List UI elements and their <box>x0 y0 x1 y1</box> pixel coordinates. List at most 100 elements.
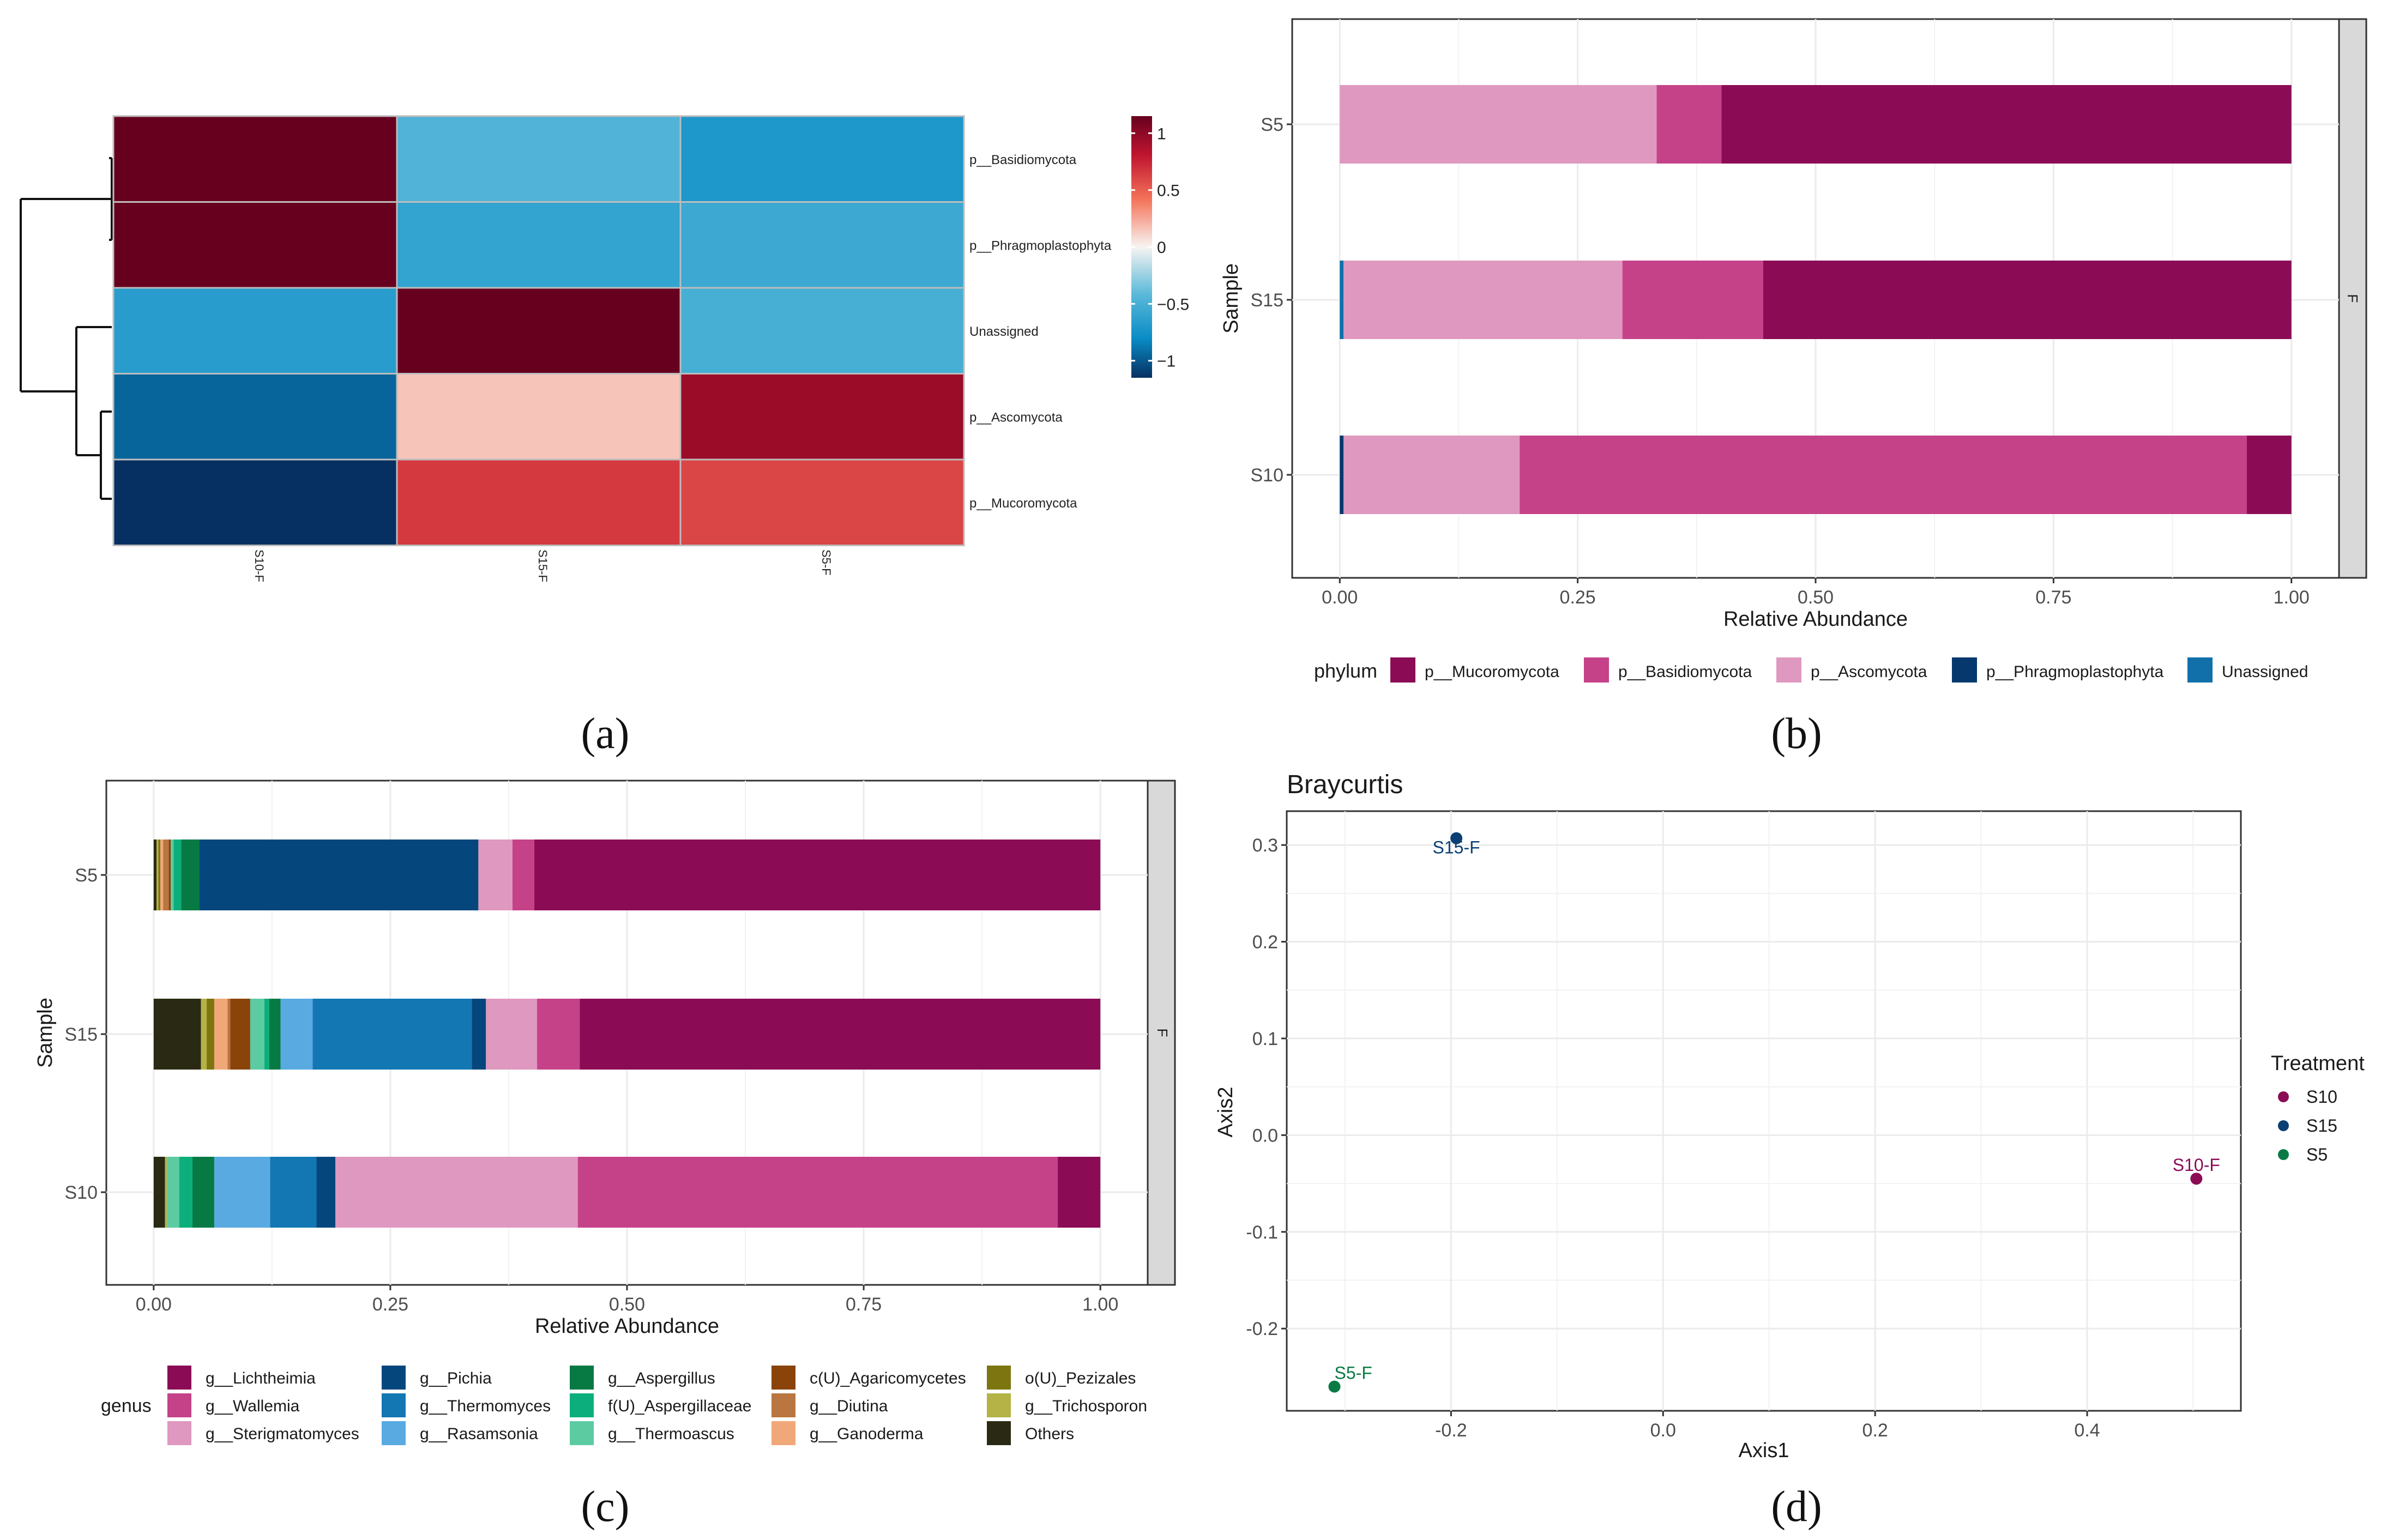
panel-label-c: (c) <box>581 1483 630 1531</box>
y-axis-title: Sample <box>1220 263 1243 334</box>
panel-label-a: (a) <box>581 710 630 758</box>
heatmap-row-label: p__Ascomycota <box>969 410 1063 425</box>
bar-segment <box>1340 85 1657 164</box>
y-tick-label: S15 <box>65 1024 98 1045</box>
heatmap-cell <box>396 373 682 461</box>
legend-key <box>2278 1149 2289 1160</box>
bar-segment <box>478 840 513 910</box>
y-tick-label: 0.1 <box>1252 1029 1278 1049</box>
x-axis-title: Axis1 <box>1739 1439 1789 1462</box>
legend-label: o(U)_Pezizales <box>1025 1369 1136 1387</box>
bar-segment <box>158 840 160 910</box>
legend-label: g__Ganoderma <box>810 1425 924 1443</box>
legend-label: p__Phragmoplastophyta <box>1986 663 2164 681</box>
y-tick-label: S10 <box>1251 465 1284 486</box>
dendro-branch <box>75 326 112 456</box>
colorbar-tick-label: −0.5 <box>1157 295 1189 313</box>
heatmap-column-label: S15-F <box>536 549 550 582</box>
legend-swatch <box>167 1366 191 1390</box>
heatmap-cell <box>396 201 682 289</box>
legend-label: f(U)_Aspergillaceae <box>608 1397 751 1415</box>
legend-label: g__Sterigmatomyces <box>206 1425 359 1443</box>
bar-segment <box>156 840 159 910</box>
bar-segment <box>1340 261 1344 339</box>
bar-segment <box>316 1157 336 1228</box>
legend-swatch <box>382 1393 406 1417</box>
x-tick-label: 0.2 <box>1862 1420 1888 1441</box>
legend-label: S15 <box>2306 1116 2337 1136</box>
bars <box>153 840 1101 1228</box>
bar-segment <box>227 999 231 1070</box>
legend: genus g__Lichtheimia g__Wallemia g__Sterigm… <box>101 1366 1147 1445</box>
x-tick-label: 0.00 <box>136 1294 172 1315</box>
legend-swatch <box>167 1393 191 1417</box>
legend-key <box>2278 1120 2289 1131</box>
y-tick-label: 0.3 <box>1252 835 1278 856</box>
bar-segment <box>512 840 534 910</box>
facet-strip <box>2338 18 2367 579</box>
bar-segment <box>153 1157 165 1228</box>
panel-d-braycurtis-scatter: S10-F S15-F S5-F -0.2 0.0 0.2 0.4 -0.2 -0.1 0.0 0… <box>1214 770 2365 1462</box>
facet-label: F <box>2344 294 2361 303</box>
legend-swatch <box>382 1366 406 1390</box>
legend-swatch <box>167 1421 191 1445</box>
scatter-point <box>1328 1380 1341 1393</box>
x-tick-label: 0.4 <box>2074 1420 2100 1441</box>
legend-swatch <box>987 1393 1011 1417</box>
heatmap-cell <box>679 458 965 546</box>
axes: 0.00 0.25 0.50 0.75 1.00 S5 S15 S10 Relative Abu… <box>1220 114 2361 631</box>
y-tick-label: 0.0 <box>1252 1125 1278 1146</box>
legend-label: Others <box>1025 1425 1074 1443</box>
legend-label: g__Lichtheimia <box>206 1369 316 1387</box>
bar-segment <box>201 999 207 1070</box>
legend: phylum p__Mucoromycota p__Basidiomycota p__… <box>1314 657 2308 683</box>
y-tick-label: -0.1 <box>1246 1222 1278 1243</box>
y-tick-label: 0.2 <box>1252 932 1278 953</box>
bar-segment <box>1340 436 1344 514</box>
legend-swatch <box>570 1393 594 1417</box>
legend-title: Treatment <box>2271 1052 2365 1075</box>
bar-segment <box>280 999 313 1070</box>
bar-segment <box>179 1157 193 1228</box>
heatmap-row-label: Unassigned <box>969 324 1039 339</box>
bar-segment <box>181 840 200 910</box>
legend-swatch <box>771 1421 795 1445</box>
bar-segment <box>214 1157 270 1228</box>
legend-swatch <box>382 1421 406 1445</box>
heatmap-row-label: p__Phragmoplastophyta <box>969 238 1112 253</box>
colorbar-ticks: 1 0.5 0 −0.5 −1 <box>1131 125 1189 371</box>
heatmap-cell <box>679 201 965 289</box>
bar-segment <box>1656 85 1722 164</box>
scatter-point <box>2190 1173 2203 1185</box>
bar-segment <box>1622 261 1763 339</box>
legend-label: p__Mucoromycota <box>1425 663 1559 681</box>
bar-segment <box>1058 1157 1101 1228</box>
bar-segment <box>230 999 250 1070</box>
bar-segment <box>1721 85 2292 164</box>
heatmap-column-label: S10-F <box>252 549 266 582</box>
heatmap-cell <box>396 115 682 203</box>
bar-segment <box>171 840 174 910</box>
colorbar-tick-label: 0.5 <box>1157 182 1180 200</box>
bar-segment <box>173 840 182 910</box>
bar-segment <box>534 840 1101 910</box>
legend-swatch <box>987 1421 1011 1445</box>
heatmap-cell <box>679 115 965 203</box>
bar-segment <box>214 999 228 1070</box>
legend-swatch <box>570 1366 594 1390</box>
y-axis-title: Sample <box>34 998 57 1068</box>
axes: -0.2 0.0 0.2 0.4 -0.2 -0.1 0.0 0.1 0.2 0.3 Axis1 Ax… <box>1214 770 2100 1462</box>
legend-swatch <box>2187 657 2213 683</box>
bar-segment <box>153 840 157 910</box>
heatmap-row-label: p__Mucoromycota <box>969 496 1077 511</box>
legend-swatch <box>987 1366 1011 1390</box>
legend: Treatment S10 S15 S5 <box>2271 1052 2365 1164</box>
heatmap-column-labels: S10-F S15-F S5-F <box>252 549 833 582</box>
bar-segment <box>312 999 472 1070</box>
legend-label: g__Wallemia <box>206 1397 300 1415</box>
heatmap-cell <box>112 201 398 289</box>
legend-swatch <box>1952 657 1977 683</box>
x-tick-label: 0.75 <box>846 1294 882 1315</box>
x-tick-label: -0.2 <box>1435 1420 1467 1441</box>
y-tick-label: S5 <box>1261 114 1283 135</box>
